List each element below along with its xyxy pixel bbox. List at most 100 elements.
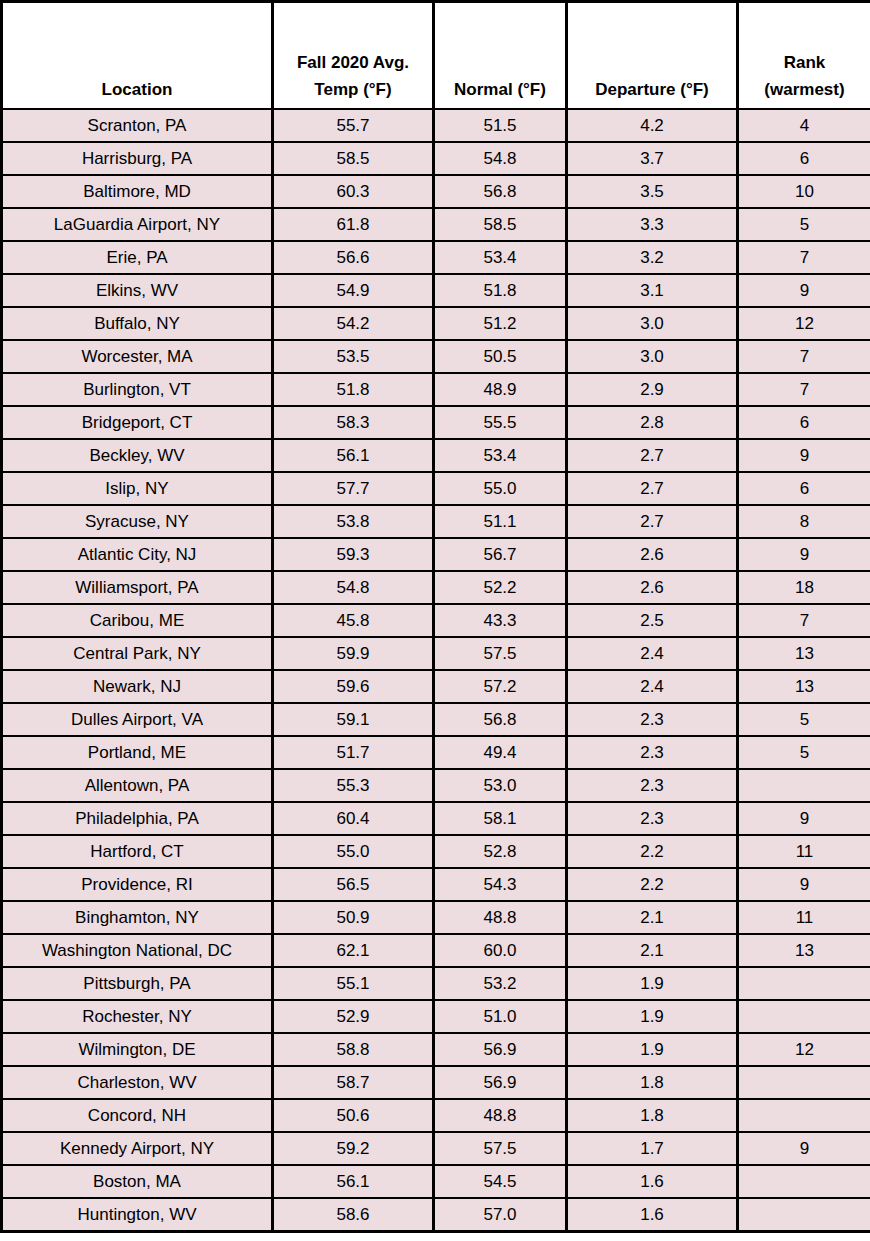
cell-location: Newark, NJ [2,670,273,703]
cell-departure: 3.3 [567,208,738,241]
cell-normal: 56.9 [434,1066,567,1099]
cell-departure: 3.0 [567,307,738,340]
column-header-location: Location [2,2,273,110]
cell-avg_temp: 55.1 [273,967,434,1000]
table-body: Scranton, PA55.751.54.24Harrisburg, PA58… [2,109,870,1232]
cell-avg_temp: 51.8 [273,373,434,406]
cell-location: Buffalo, NY [2,307,273,340]
spreadsheet-table-view: LocationFall 2020 Avg.Temp (°F)Normal (°… [0,0,870,1241]
cell-departure: 1.8 [567,1099,738,1132]
cell-departure: 3.5 [567,175,738,208]
cell-rank [738,967,870,1000]
cell-rank: 6 [738,406,870,439]
table-row: Allentown, PA55.353.02.3 [2,769,870,802]
cell-avg_temp: 54.8 [273,571,434,604]
cell-rank [738,1198,870,1232]
cell-rank: 5 [738,736,870,769]
column-header-departure: Departure (°F) [567,2,738,110]
cell-departure: 3.1 [567,274,738,307]
cell-avg_temp: 60.4 [273,802,434,835]
cell-normal: 56.8 [434,175,567,208]
table-row: Bridgeport, CT58.355.52.86 [2,406,870,439]
cell-avg_temp: 50.9 [273,901,434,934]
cell-normal: 43.3 [434,604,567,637]
cell-rank: 9 [738,1132,870,1165]
table-row: Portland, ME51.749.42.35 [2,736,870,769]
cell-avg_temp: 53.5 [273,340,434,373]
table-row: Concord, NH50.648.81.8 [2,1099,870,1132]
cell-avg_temp: 55.7 [273,109,434,142]
cell-avg_temp: 54.9 [273,274,434,307]
cell-avg_temp: 58.6 [273,1198,434,1232]
cell-departure: 2.6 [567,571,738,604]
cell-departure: 2.3 [567,802,738,835]
table-row: Hartford, CT55.052.82.211 [2,835,870,868]
cell-normal: 53.4 [434,241,567,274]
cell-rank: 11 [738,835,870,868]
cell-departure: 1.8 [567,1066,738,1099]
cell-normal: 60.0 [434,934,567,967]
cell-avg_temp: 53.8 [273,505,434,538]
cell-normal: 57.5 [434,1132,567,1165]
cell-normal: 56.8 [434,703,567,736]
cell-departure: 1.9 [567,1033,738,1066]
cell-location: Baltimore, MD [2,175,273,208]
cell-avg_temp: 62.1 [273,934,434,967]
cell-rank: 5 [738,208,870,241]
cell-rank: 6 [738,142,870,175]
cell-rank [738,1000,870,1033]
cell-rank: 7 [738,604,870,637]
cell-avg_temp: 55.3 [273,769,434,802]
cell-rank: 18 [738,571,870,604]
cell-avg_temp: 51.7 [273,736,434,769]
cell-departure: 2.3 [567,703,738,736]
cell-avg_temp: 58.3 [273,406,434,439]
cell-avg_temp: 56.5 [273,868,434,901]
cell-normal: 56.9 [434,1033,567,1066]
cell-departure: 3.7 [567,142,738,175]
cell-rank: 10 [738,175,870,208]
cell-rank: 9 [738,868,870,901]
table-row: Beckley, WV56.153.42.79 [2,439,870,472]
cell-departure: 2.5 [567,604,738,637]
cell-avg_temp: 59.6 [273,670,434,703]
cell-location: Erie, PA [2,241,273,274]
cell-departure: 2.7 [567,505,738,538]
cell-rank: 7 [738,373,870,406]
cell-normal: 48.9 [434,373,567,406]
cell-location: Williamsport, PA [2,571,273,604]
cell-normal: 50.5 [434,340,567,373]
cell-location: Burlington, VT [2,373,273,406]
table-row: Kennedy Airport, NY59.257.51.79 [2,1132,870,1165]
column-header-rank: Rank(warmest) [738,2,870,110]
cell-location: Huntington, WV [2,1198,273,1232]
cell-location: Beckley, WV [2,439,273,472]
table-row: LaGuardia Airport, NY61.858.53.35 [2,208,870,241]
table-row: Boston, MA56.154.51.6 [2,1165,870,1198]
column-header-normal: Normal (°F) [434,2,567,110]
cell-location: Binghamton, NY [2,901,273,934]
cell-location: Pittsburgh, PA [2,967,273,1000]
cell-avg_temp: 59.2 [273,1132,434,1165]
cell-location: Kennedy Airport, NY [2,1132,273,1165]
cell-normal: 51.0 [434,1000,567,1033]
cell-rank: 7 [738,241,870,274]
cell-departure: 2.7 [567,439,738,472]
cell-avg_temp: 56.6 [273,241,434,274]
cell-normal: 51.5 [434,109,567,142]
cell-location: Elkins, WV [2,274,273,307]
cell-rank [738,1066,870,1099]
cell-rank: 8 [738,505,870,538]
cell-rank: 13 [738,670,870,703]
cell-normal: 49.4 [434,736,567,769]
cell-avg_temp: 56.1 [273,1165,434,1198]
cell-normal: 56.7 [434,538,567,571]
cell-normal: 51.1 [434,505,567,538]
table-row: Erie, PA56.653.43.27 [2,241,870,274]
cell-rank: 4 [738,109,870,142]
cell-avg_temp: 59.9 [273,637,434,670]
cell-location: Washington National, DC [2,934,273,967]
cell-normal: 57.2 [434,670,567,703]
cell-location: Harrisburg, PA [2,142,273,175]
cell-rank: 5 [738,703,870,736]
